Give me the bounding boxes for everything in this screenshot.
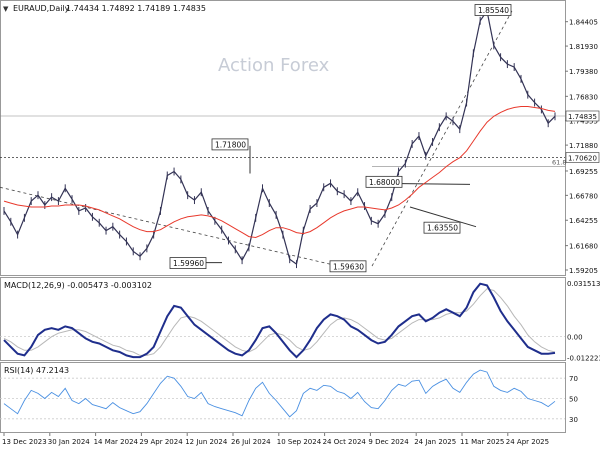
annotation-text: 1.71800 <box>215 140 246 149</box>
last-price-tag-text: 1.74835 <box>568 113 597 121</box>
annotation-box <box>169 257 207 269</box>
channel-bottom-line <box>409 206 477 228</box>
uptrend-dotted-line <box>371 10 513 267</box>
macd-axis: 0.031513 0.00 -0.012223 <box>567 280 600 363</box>
annotation-box <box>474 4 512 16</box>
x-tick-label: 12 Jun 2024 <box>185 438 228 446</box>
rsi-tick-label: 70 <box>569 375 578 383</box>
annot-1-68000: 1.68000 <box>365 175 403 188</box>
x-tick-label: 24 Oct 2024 <box>323 438 367 446</box>
support-level-tag-box <box>565 152 600 163</box>
price-tick-label: 1.84405 <box>569 19 598 27</box>
last-price-tag: 1.74835 <box>565 110 600 122</box>
annotation-box <box>211 138 249 151</box>
price-tick-label: 1.81930 <box>569 43 598 51</box>
annotation-box <box>365 175 403 188</box>
price-tick-label: 1.61680 <box>569 243 598 251</box>
downtrend-dotted-line <box>0 186 331 265</box>
x-tick-label: 29 Apr 2024 <box>139 438 183 446</box>
macd-tick-label: 0.031513 <box>567 280 600 288</box>
price-trendlines: 61.8 <box>0 10 566 267</box>
rsi-label: RSI(14) 47.2143 <box>4 366 69 375</box>
x-tick-label: 10 Sep 2024 <box>277 438 322 446</box>
rsi-series <box>3 369 556 418</box>
annot-1-59630: 1.59630 <box>329 260 367 273</box>
x-tick-label: 14 Mar 2024 <box>94 438 139 446</box>
x-tick-label: 13 Dec 2023 <box>2 438 47 446</box>
x-axis: 13 Dec 2023 30 Jan 2024 14 Mar 2024 29 Apr … <box>2 433 549 446</box>
moving-average-line <box>3 106 556 239</box>
header-ohlc: 1.74434 1.74892 1.74189 1.74835 <box>66 4 206 13</box>
price-tick-label: 1.76830 <box>569 93 598 101</box>
price-tick-label: 1.71880 <box>569 142 598 150</box>
rsi-line <box>3 369 556 418</box>
annot-high-1-85540: 1.85540 <box>474 4 512 16</box>
x-tick-label: 24 Jan 2025 <box>414 438 456 446</box>
support-level-tag: 1.70620 <box>565 152 600 163</box>
macd-tick-label: 0.00 <box>567 334 583 342</box>
price-tick-label: 1.64255 <box>569 217 598 225</box>
x-tick-label: 11 Mar 2025 <box>460 438 504 446</box>
annot-1-59960: 1.59960 <box>169 257 207 269</box>
last-price-tag-box <box>565 110 600 122</box>
price-annotations: 1.85540 1.71800 1.68000 1.63550 1.59960 1.596… <box>169 4 512 273</box>
rsi-panel <box>0 362 566 433</box>
price-axis: 1.84405 1.81930 1.79380 1.76830 1.74355 1.718… <box>565 19 600 275</box>
annotation-box <box>329 260 367 273</box>
header-symbol: EURAUD,Daily <box>13 4 70 13</box>
price-tick-label: 1.79380 <box>569 68 598 76</box>
price-tick-label: 1.59205 <box>569 267 598 275</box>
price-series <box>3 6 556 269</box>
annotation-text: 1.85540 <box>478 6 509 15</box>
macd-tick-label: -0.012223 <box>567 355 600 363</box>
annotation-text: 1.68000 <box>369 178 400 187</box>
x-tick-label: 30 Jan 2024 <box>48 438 91 446</box>
annotation-text: 1.59630 <box>333 262 364 271</box>
header-triangle: ▼ <box>3 5 9 13</box>
price-panel <box>0 0 566 276</box>
rsi-tick-label: 50 <box>569 396 578 404</box>
price-line <box>3 9 556 266</box>
annotation-box <box>423 221 461 234</box>
annot-1-63550: 1.63550 <box>423 221 461 234</box>
annotation-text: 1.63550 <box>427 224 458 233</box>
x-tick-label: 26 Jul 2024 <box>231 438 271 446</box>
macd-line <box>3 282 556 359</box>
fib-label: 61.8 <box>552 159 566 167</box>
support-level-tag-text: 1.70620 <box>568 155 597 163</box>
x-tick-label: 24 Apr 2025 <box>506 438 549 446</box>
rsi-tick-label: 30 <box>569 416 578 424</box>
price-tick-label: 1.66780 <box>569 192 598 200</box>
macd-panel <box>0 277 566 361</box>
watermark: Action Forex <box>218 55 330 76</box>
macd-series <box>3 282 556 359</box>
annotation-text: 1.59960 <box>173 259 204 268</box>
annot-1-71800: 1.71800 <box>211 138 249 151</box>
macd-label: MACD(12,26,9) -0.005473 -0.003102 <box>4 281 152 290</box>
rsi-axis: 70 50 30 <box>569 375 578 424</box>
price-tick-label: 1.74355 <box>569 118 598 126</box>
price-tick-label: 1.69255 <box>569 168 598 176</box>
x-tick-label: 9 Dec 2024 <box>368 438 409 446</box>
